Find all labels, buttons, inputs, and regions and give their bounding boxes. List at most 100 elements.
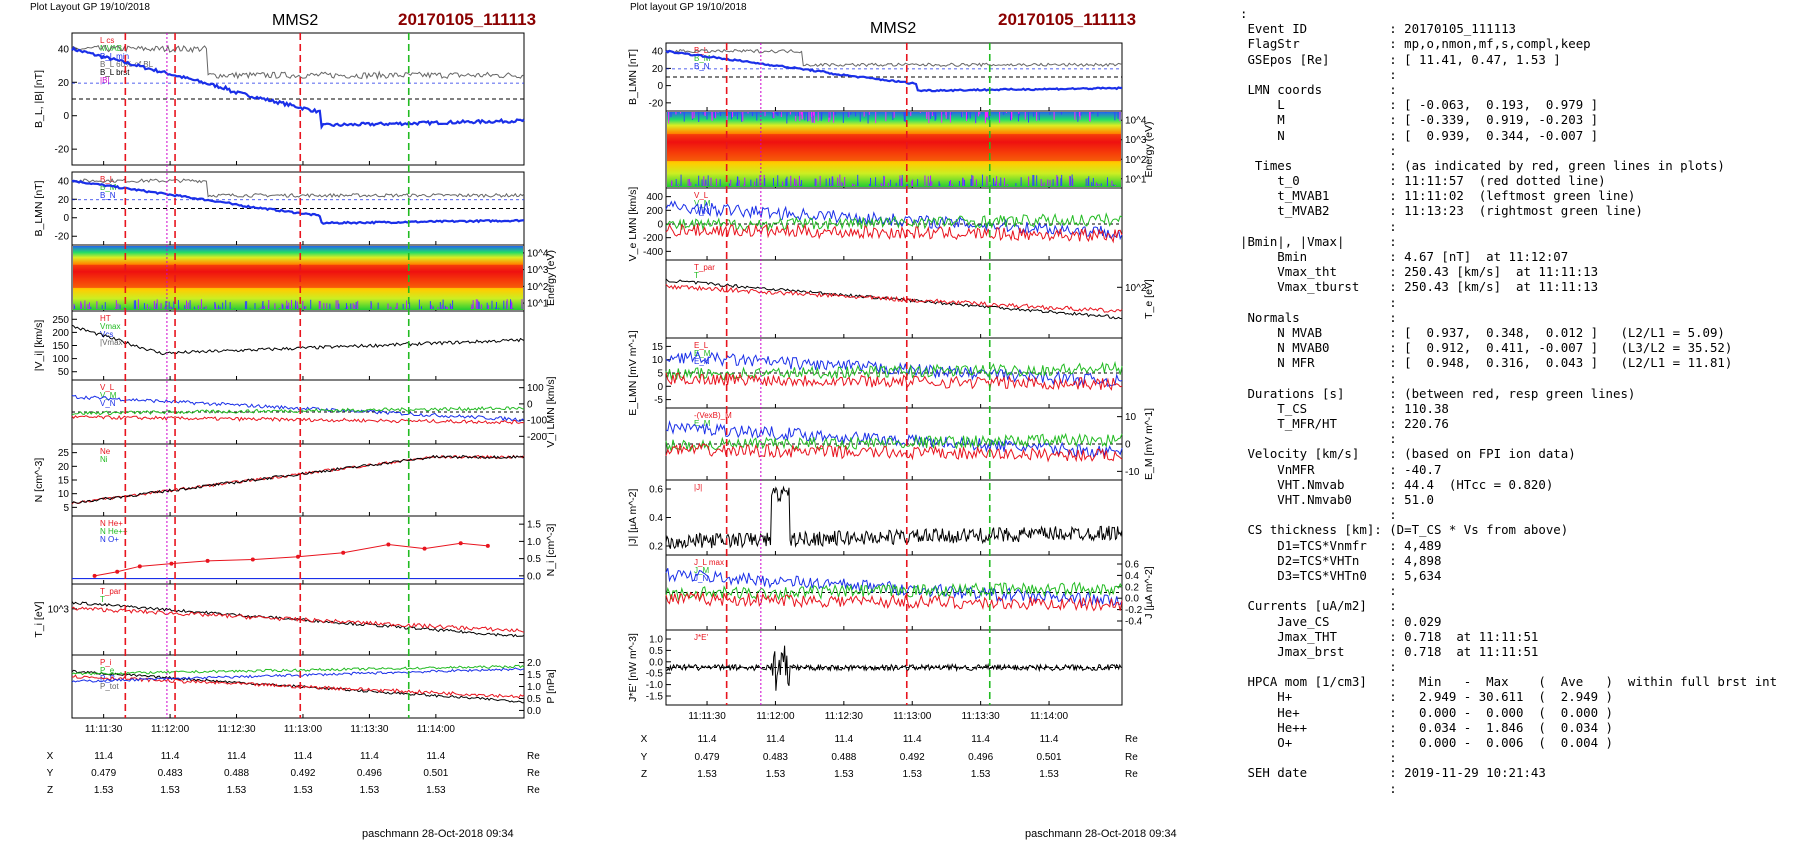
legend-entry: B_L [694,46,709,55]
info-line: t_MVAB2 : 11:13:23 (rightmost green line… [1240,203,1643,219]
panel-1: 40 20 0 -20 B_LMN [nT] B_LB_MB_N [627,42,1123,112]
position-value: 1.53 [766,769,786,780]
series-line-M [665,581,1123,602]
legend-entry: P_e [100,666,115,675]
position-value: 11.4 [161,751,180,762]
position-value: 11.4 [426,751,445,762]
series-line-L [665,568,1123,607]
y-tick-label: -0.4 [1125,617,1143,628]
y-tick-label: 150 [52,341,69,352]
x-tick-label: 11:13:30 [350,724,389,735]
y-tick-label: 1.5 [527,670,541,681]
legend-entry: |Vmax [100,338,123,347]
y-tick-label: 0.6 [1125,560,1139,571]
legend-entry: V_N [694,207,710,216]
y-tick-label: 5 [63,503,69,514]
middle-header: Plot layout GP 19/10/2018 [630,2,747,13]
info-line: : [1240,142,1397,158]
y-axis-label: B_LMN [nT] [33,180,45,236]
position-value: 1.53 [227,785,247,796]
legend-entry: V_M [694,199,711,208]
position-value: 11.4 [766,734,785,745]
series-line-Ni [71,454,525,504]
info-line: He+ : 0.000 - 0.000 ( 0.000 ) [1240,704,1613,720]
middle-spacecraft: MMS2 [870,20,916,37]
y-tick-label: 10^1 [1125,174,1147,185]
y-tick-label: 0.0 [1125,594,1139,605]
y-tick-label: 10^3 [527,265,549,276]
position-row-label: X [641,734,648,745]
panel-8: 0.60.40.20.0-0.2-0.4J [µA m^-2]J_L maxJ_… [665,554,1155,631]
panel-6: 10 0 -10 E_M [mV m^-1] -(VexB)_ME_M [665,407,1155,481]
y-axis-label: N_i [cm^-3] [545,524,557,577]
series-line-c [71,667,525,683]
series-line-N [665,372,1123,391]
legend-entry: B_L brst [100,68,130,77]
position-value: 0.501 [423,768,448,779]
y-axis-label: |J| [µA m^-2] [627,488,639,546]
y-tick-label: 20 [58,78,70,89]
y-tick-label: -20 [55,232,70,243]
info-line: : [1240,750,1397,766]
info-line: HPCA mom [1/cm3] : Min - Max ( Ave ) wit… [1240,674,1778,690]
y-tick-label: -100 [527,416,547,427]
x-tick-label: 11:13:30 [962,711,1001,722]
x-tick-label: 11:12:00 [151,724,190,735]
position-value: 1.53 [903,769,923,780]
legend-entry: E_L [694,341,709,350]
y-tick-label: 0.5 [649,646,663,657]
info-line: T_CS : 110.38 [1240,400,1449,416]
info-line: CS thickness [km]: (D=T_CS * Vs from abo… [1240,522,1569,538]
info-line: Jmax_THT : 0.718 at 11:11:51 [1240,628,1539,644]
panel-3: 400 200 0 -200 -400 V_e LMN [km/s] V_LV_MV_N [627,187,1123,261]
legend-entry: HT [100,314,111,323]
position-value: 1.53 [697,769,717,780]
left-header: Plot Layout GP 19/10/2018 [30,2,150,13]
legend-entry: J_M [694,566,709,575]
y-tick-label: -20 [649,98,664,109]
series-line-BL [665,49,1123,93]
x-tick-label: 11:14:00 [417,724,456,735]
info-line: D3=TCS*VHTn0 : 5,634 [1240,567,1442,583]
position-value: 11.4 [698,734,717,745]
middle-event: 20170105_111113 [998,10,1136,29]
info-line: L : [ -0.063, 0.193, 0.979 ] [1240,97,1599,113]
y-tick-label: 0 [63,213,69,224]
info-line: Normals : [1240,309,1397,325]
legend-entry: J*E' [694,633,708,642]
series-line-b [665,284,1123,313]
plots-canvas: Plot Layout GP 19/10/2018 MMS2 20170105_… [30,2,1177,840]
info-line: D1=TCS*Vnmfr : 4,489 [1240,537,1442,553]
y-tick-label: 10^4 [1125,116,1147,127]
y-axis-label: P [nPa] [545,669,557,703]
legend-entry: V_L [100,383,115,392]
series-line-JE [666,645,1123,691]
legend-entry: B_N [100,191,116,200]
position-value: 0.501 [1037,752,1062,763]
x-tick-label: 11:11:30 [85,724,123,735]
info-line: Times : (as indicated by red, green line… [1240,157,1725,173]
y-tick-label: 200 [52,328,69,339]
y-tick-label: 10^4 [527,248,549,259]
legend-entry: B_M [100,183,117,192]
legend-entry: T_par [694,263,715,272]
y-axis-label: J*E' [nW m^-3] [627,633,639,702]
x-tick-label: 11:11:30 [688,711,726,722]
y-tick-label: -0.5 [646,669,664,680]
info-line: Velocity [km/s] : (based on FPI ion data… [1240,446,1576,462]
position-value: 0.496 [968,752,993,763]
y-axis-label: E_LMN [mV m^-1] [627,330,639,416]
legend-entry: V_N [100,399,116,408]
panel-7: 1.5 1.0 0.5 0.0 N_i [cm^-3] N He+N He++N O+ [71,515,557,585]
y-tick-label: 1.0 [527,682,541,693]
position-value: 0.496 [357,768,382,779]
y-tick-label: 0.4 [1125,571,1139,582]
y-tick-label: -200 [643,233,663,244]
y-tick-label: 0.6 [649,485,663,496]
position-value: 0.479 [695,752,720,763]
series-line-L [665,350,1123,388]
y-tick-label: -5 [654,395,663,406]
info-line: Durations [s] : (between red, resp green… [1240,385,1636,401]
